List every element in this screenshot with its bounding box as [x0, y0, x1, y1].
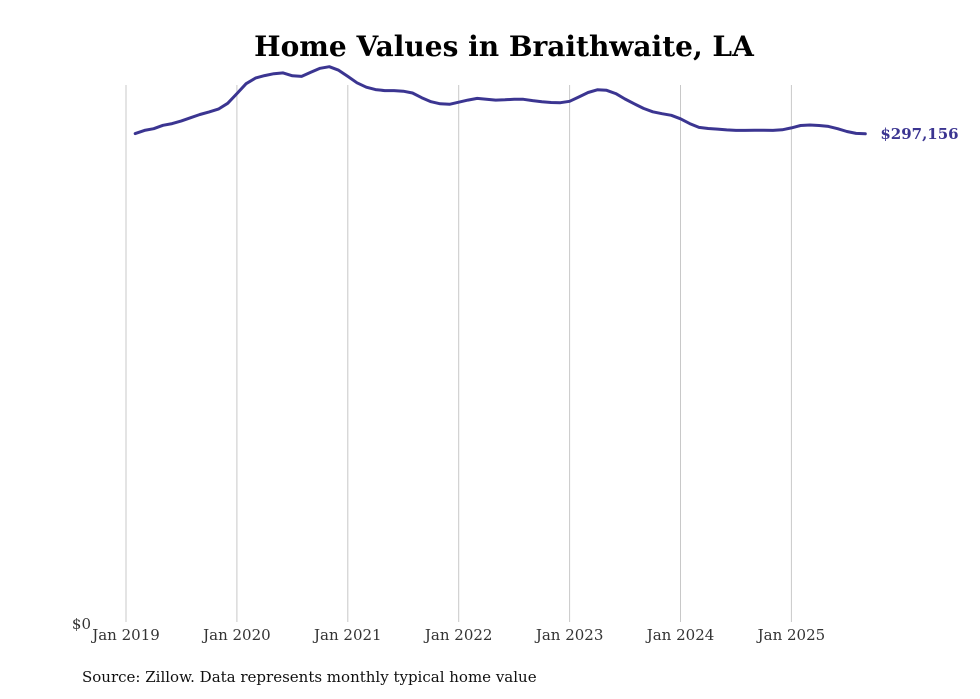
x-tick-label: Jan 2025	[756, 626, 826, 644]
chart-title: Home Values in Braithwaite, LA	[254, 30, 754, 63]
x-tick-label: Jan 2019	[90, 626, 160, 644]
source-note: Source: Zillow. Data represents monthly …	[82, 668, 537, 686]
y-axis-ticks: $0	[72, 615, 91, 633]
series-line	[133, 65, 867, 136]
end-value-label: $297,156	[880, 125, 958, 143]
x-tick-label: Jan 2022	[423, 626, 493, 644]
x-tick-label: Jan 2023	[534, 626, 604, 644]
gridlines	[125, 85, 792, 622]
series-layer	[133, 65, 867, 136]
x-tick-label: Jan 2021	[312, 626, 382, 644]
x-tick-label: Jan 2024	[645, 626, 715, 644]
y-tick-label: $0	[72, 615, 91, 633]
x-tick-label: Jan 2020	[201, 626, 271, 644]
x-axis-ticks: Jan 2019 Jan 2020 Jan 2021 Jan 2022 Jan 2023…	[90, 626, 825, 644]
end-value-label-group: $297,156	[880, 125, 958, 143]
